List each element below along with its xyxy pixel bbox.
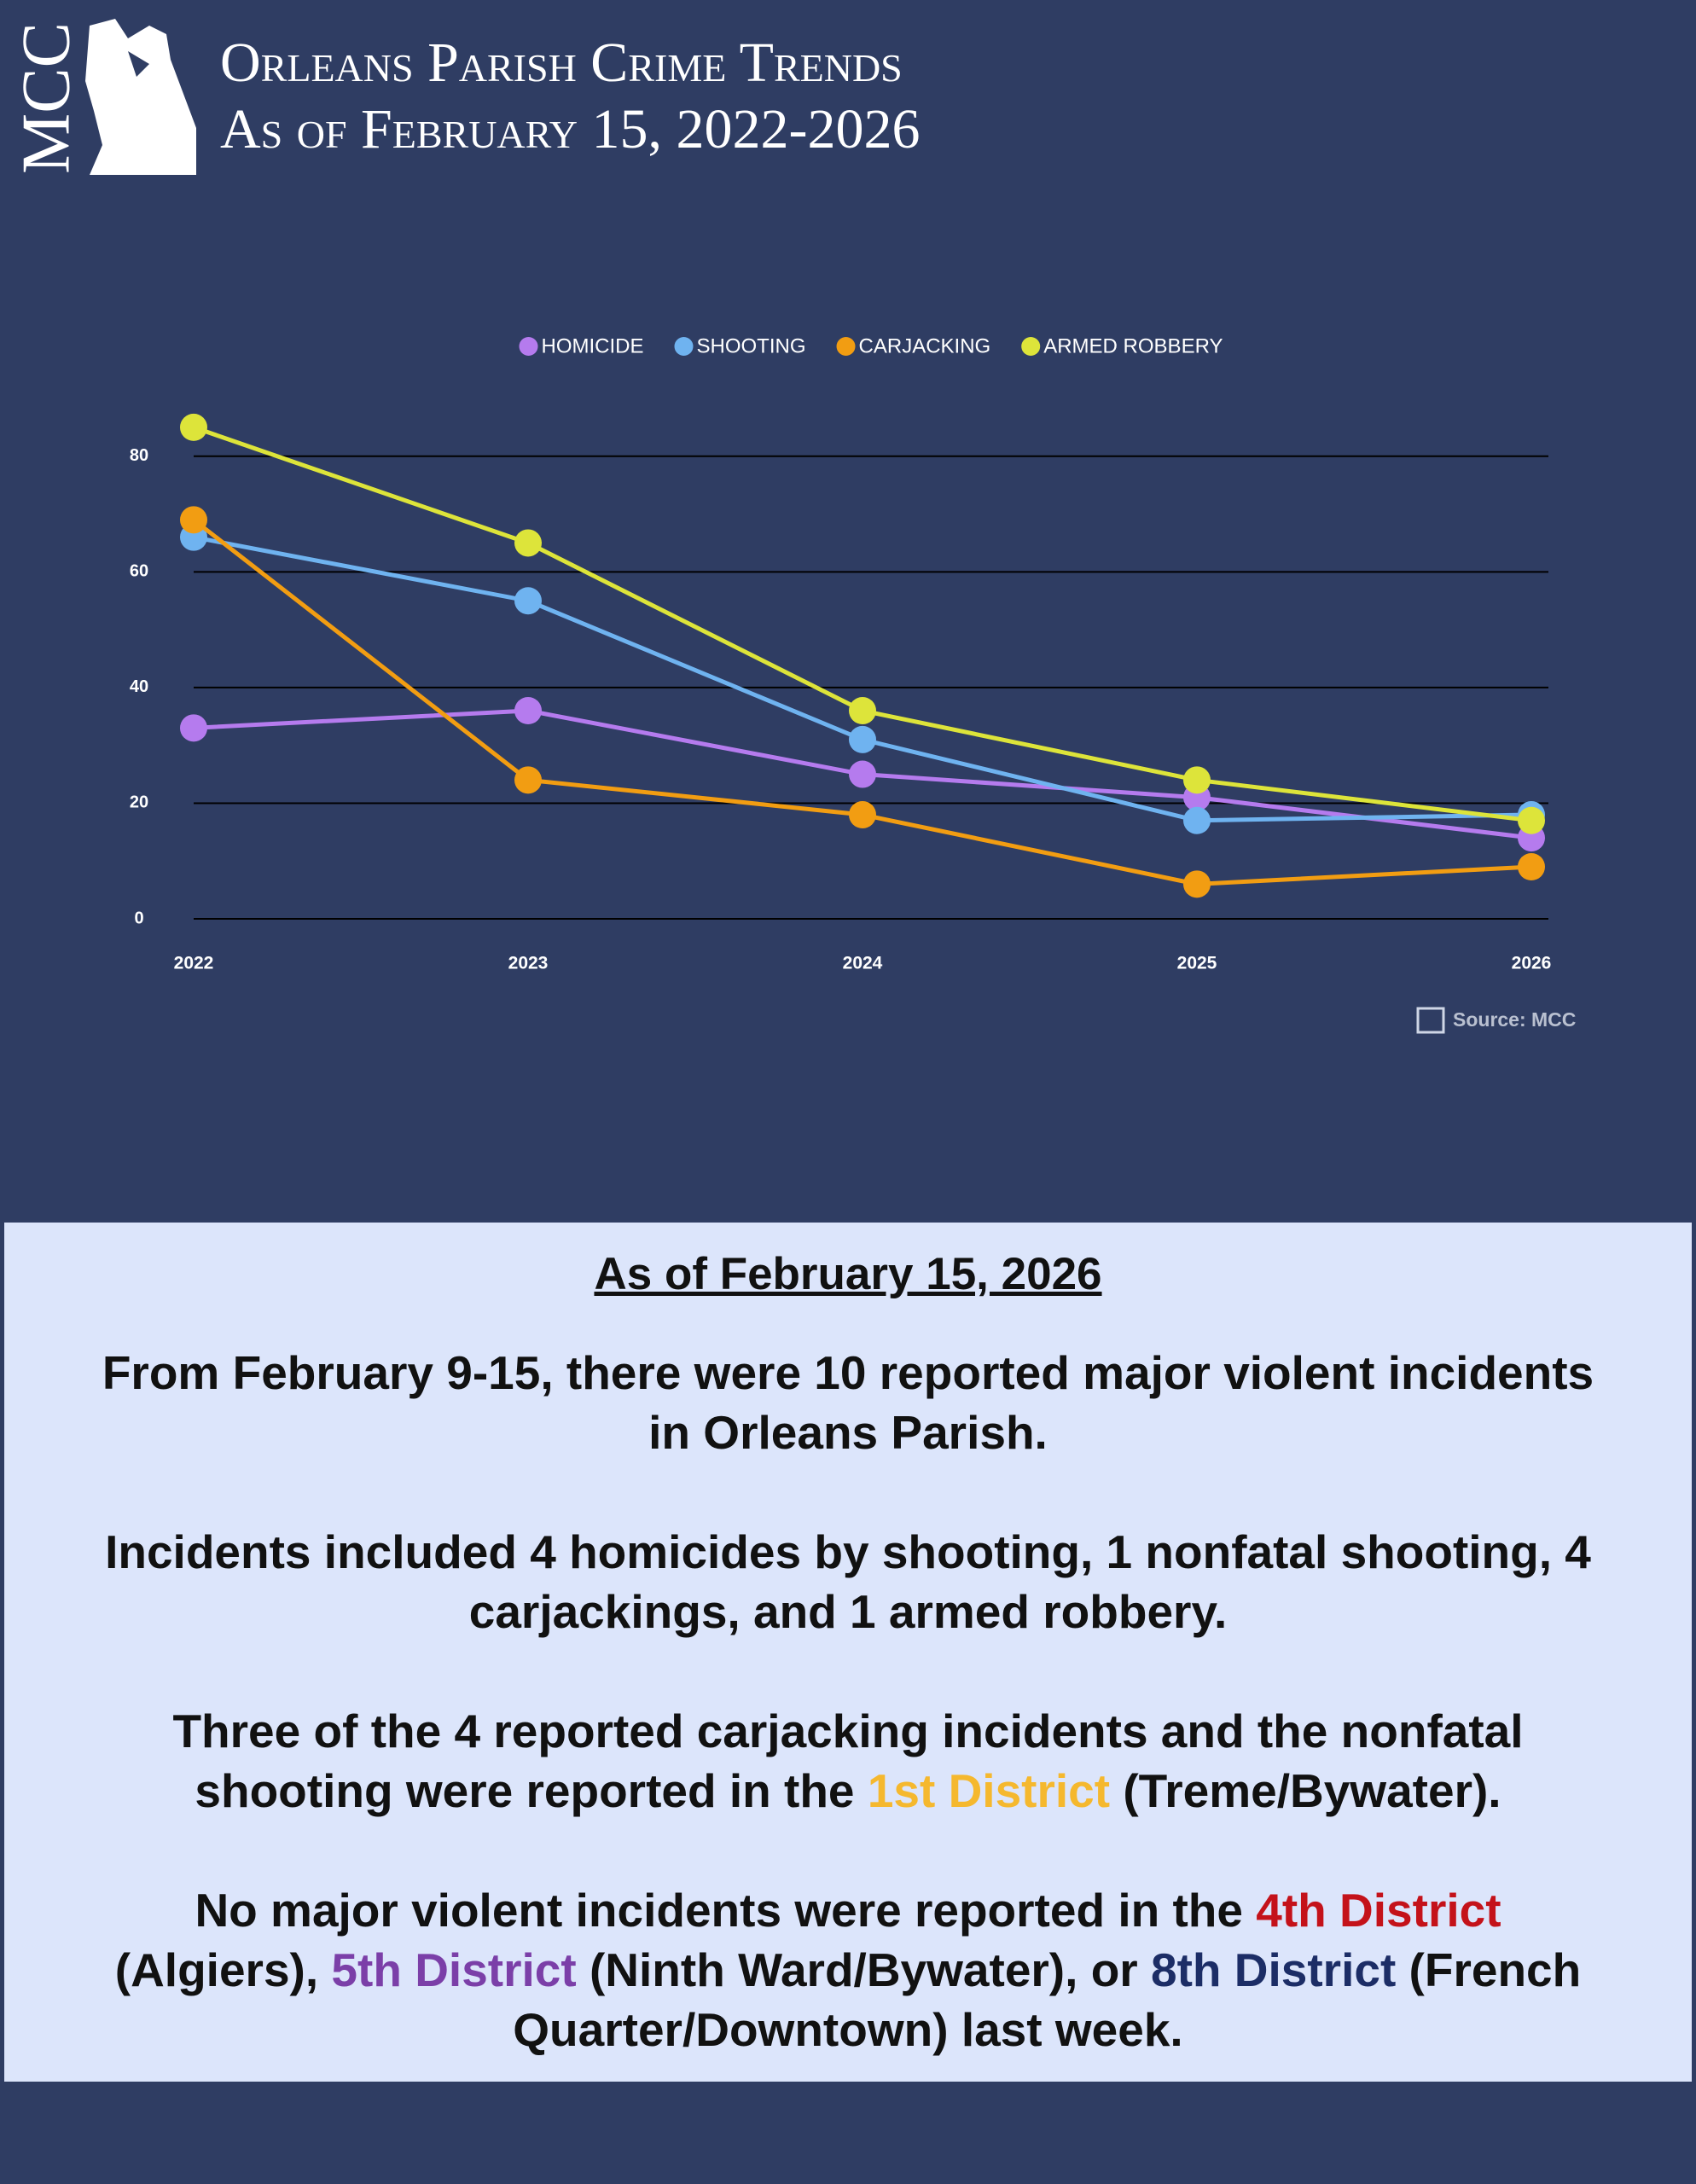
data-point	[514, 697, 542, 724]
data-point	[514, 766, 542, 794]
x-tick-label: 2023	[508, 954, 549, 973]
data-point	[180, 714, 207, 742]
data-point	[1518, 806, 1545, 834]
data-point	[180, 506, 207, 534]
y-tick-label: 80	[130, 446, 148, 465]
text-panel: As of February 15, 2026 From February 9-…	[4, 1223, 1692, 2082]
paragraphs: From February 9-15, there were 10 report…	[90, 1343, 1606, 2059]
data-point	[849, 697, 876, 724]
paragraph: No major violent incidents were reported…	[90, 1880, 1606, 2059]
heading: As of February 15, 2026	[594, 1249, 1102, 1299]
logo-wolf	[85, 19, 196, 175]
text-segment: (Treme/Bywater).	[1110, 1764, 1501, 1817]
data-point	[1183, 870, 1211, 898]
data-point	[1183, 766, 1211, 794]
legend-label: CARJACKING	[859, 334, 991, 357]
legend-label: ARMED ROBBERY	[1043, 334, 1223, 357]
text-segment: Three of the 4 reported carjacking incid…	[172, 1705, 1524, 1817]
legend-marker	[674, 337, 694, 356]
title: Orleans Parish Crime Trends	[220, 32, 903, 94]
text-segment: (Ninth Ward/Bywater), or	[576, 1943, 1151, 1996]
data-point	[849, 760, 876, 788]
district-name: 5th District	[331, 1943, 577, 1996]
data-point	[849, 801, 876, 828]
logo-text: MCC	[9, 22, 84, 174]
y-tick-label: 60	[130, 562, 148, 581]
header-background	[4, 0, 1692, 1223]
source-icon	[1416, 1007, 1445, 1034]
chart: MCC Orleans Parish Crime Trends As of Fe…	[4, 0, 1692, 1223]
data-point	[849, 725, 876, 753]
legend-marker	[519, 337, 538, 356]
subtitle: As of February 15, 2022-2026	[220, 98, 921, 160]
x-tick-label: 2026	[1512, 954, 1552, 973]
footer-bar	[4, 2082, 1692, 2184]
y-tick-label: 20	[130, 793, 148, 812]
data-point	[1518, 853, 1545, 880]
x-tick-label: 2022	[174, 954, 214, 973]
x-tick-label: 2025	[1177, 954, 1217, 973]
text-segment: No major violent incidents were reported…	[195, 1884, 1257, 1937]
legend-marker	[836, 337, 856, 356]
paragraph: Three of the 4 reported carjacking incid…	[90, 1701, 1606, 1821]
paragraph: From February 9-15, there were 10 report…	[90, 1343, 1606, 1462]
y-tick-label: 40	[130, 677, 148, 696]
data-point	[180, 413, 207, 441]
plot: 0 20 40 60 80 2022 2023 2024 2025 2026 HOMICIDE SHO…	[130, 334, 1576, 1034]
legend: HOMICIDE SHOOTING CARJACKING ARMED ROBBERY	[519, 334, 1223, 357]
y-tick-label: 0	[134, 909, 143, 927]
text-segment: (Algiers),	[114, 1943, 332, 1996]
district-name: 8th District	[1150, 1943, 1397, 1996]
legend-label: HOMICIDE	[542, 334, 644, 357]
legend-label: SHOOTING	[697, 334, 806, 357]
district-name: 4th District	[1256, 1884, 1501, 1937]
text-segment: (French Quarter/Downtown) last week.	[513, 1943, 1582, 2056]
x-tick-label: 2024	[843, 954, 883, 973]
source: Source: MCC	[1453, 1008, 1576, 1031]
text-segment: From February 9-15, there were 10 report…	[102, 1346, 1594, 1459]
district-name: 1st District	[867, 1764, 1111, 1817]
data-point	[514, 587, 542, 615]
paragraph: Incidents included 4 homicides by shooti…	[90, 1522, 1606, 1641]
text-segment: Incidents included 4 homicides by shooti…	[105, 1525, 1591, 1638]
data-point	[514, 529, 542, 557]
data-point	[1183, 806, 1211, 834]
legend-marker	[1021, 337, 1041, 356]
